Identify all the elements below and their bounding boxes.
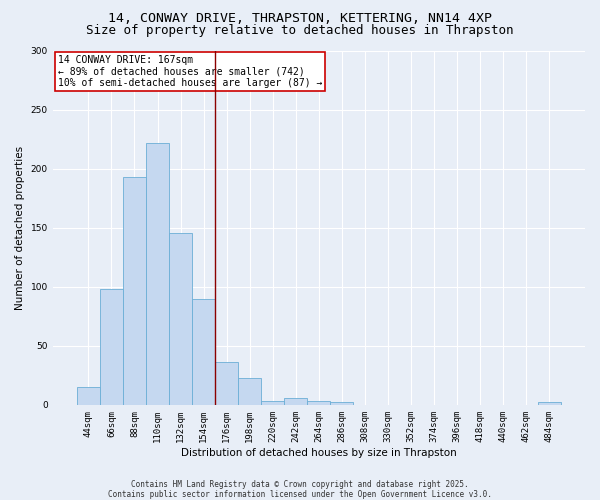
Y-axis label: Number of detached properties: Number of detached properties — [15, 146, 25, 310]
Bar — [215, 362, 238, 405]
X-axis label: Distribution of detached houses by size in Thrapston: Distribution of detached houses by size … — [181, 448, 457, 458]
Text: 14, CONWAY DRIVE, THRAPSTON, KETTERING, NN14 4XP: 14, CONWAY DRIVE, THRAPSTON, KETTERING, … — [108, 12, 492, 26]
Text: Contains HM Land Registry data © Crown copyright and database right 2025.
Contai: Contains HM Land Registry data © Crown c… — [108, 480, 492, 499]
Bar — [261, 402, 284, 405]
Text: Size of property relative to detached houses in Thrapston: Size of property relative to detached ho… — [86, 24, 514, 37]
Bar — [100, 289, 123, 405]
Text: 14 CONWAY DRIVE: 167sqm
← 89% of detached houses are smaller (742)
10% of semi-d: 14 CONWAY DRIVE: 167sqm ← 89% of detache… — [58, 54, 322, 88]
Bar — [284, 398, 307, 405]
Bar — [538, 402, 561, 405]
Bar — [77, 387, 100, 405]
Bar — [331, 402, 353, 405]
Bar — [169, 232, 192, 405]
Bar — [146, 143, 169, 405]
Bar — [192, 298, 215, 405]
Bar — [123, 177, 146, 405]
Bar — [238, 378, 261, 405]
Bar — [307, 402, 331, 405]
